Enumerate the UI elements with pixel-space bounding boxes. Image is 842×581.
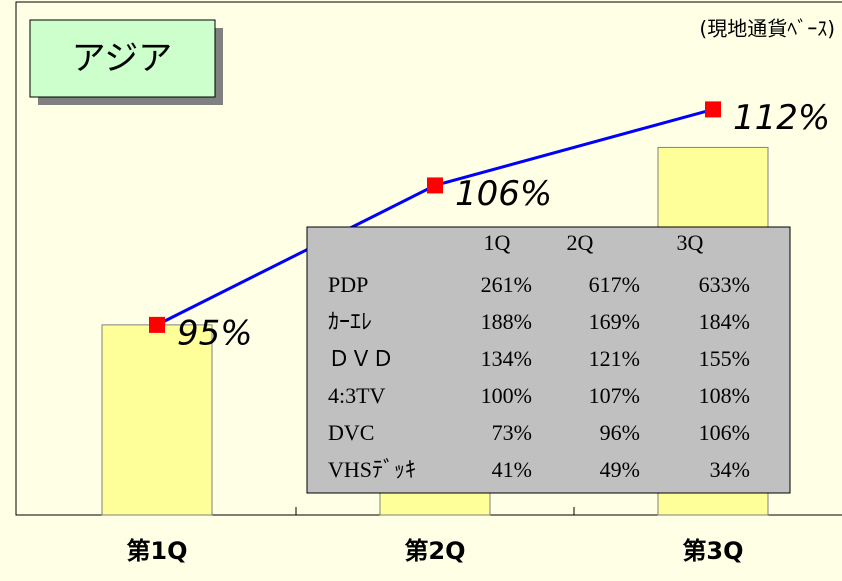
table-cell: 134% (481, 346, 532, 371)
x-tick-label: 第2Q (404, 537, 465, 565)
table-cell: 121% (589, 346, 640, 371)
note: (現地通貨ﾍﾞｰｽ) (699, 17, 835, 41)
row-label: PDP (328, 272, 368, 297)
row-label: DVC (328, 420, 374, 445)
table-cell: 169% (589, 309, 640, 334)
table-cell: 49% (600, 457, 640, 482)
marker (427, 177, 443, 194)
table-cell: 261% (481, 272, 532, 297)
row-label: ＤＶＤ (328, 346, 394, 371)
table-cell: 107% (589, 383, 640, 408)
marker (705, 101, 721, 118)
table-cell: 96% (600, 420, 640, 445)
table-cell: 617% (589, 272, 640, 297)
table-cell: 34% (710, 457, 750, 482)
table-header: 1Q (484, 230, 511, 255)
table-cell: 106% (699, 420, 750, 445)
bar (101, 324, 213, 516)
x-tick-label: 第1Q (126, 537, 187, 565)
table-cell: 633% (699, 272, 750, 297)
table-cell: 73% (492, 420, 532, 445)
row-label: VHSﾃﾞｯｷ (328, 457, 416, 482)
row-label: ｶｰｴﾚ (328, 309, 372, 334)
table-cell: 188% (481, 309, 532, 334)
table-cell: 108% (699, 383, 750, 408)
marker (149, 316, 165, 333)
table-header: 2Q (567, 230, 594, 255)
table-header: 3Q (677, 230, 704, 255)
title-box (29, 19, 216, 98)
chart-title: アジア (72, 39, 173, 79)
table-cell: 100% (481, 383, 532, 408)
data-label: 112% (733, 98, 830, 138)
table-cell: 41% (492, 457, 532, 482)
table-cell: 155% (699, 346, 750, 371)
table-cell: 184% (699, 309, 750, 334)
x-tick-label: 第3Q (682, 537, 743, 565)
row-label: 4:3TV (328, 383, 386, 408)
table-box (306, 226, 791, 494)
data-label: 95% (177, 313, 253, 353)
data-label: 106% (455, 174, 552, 214)
